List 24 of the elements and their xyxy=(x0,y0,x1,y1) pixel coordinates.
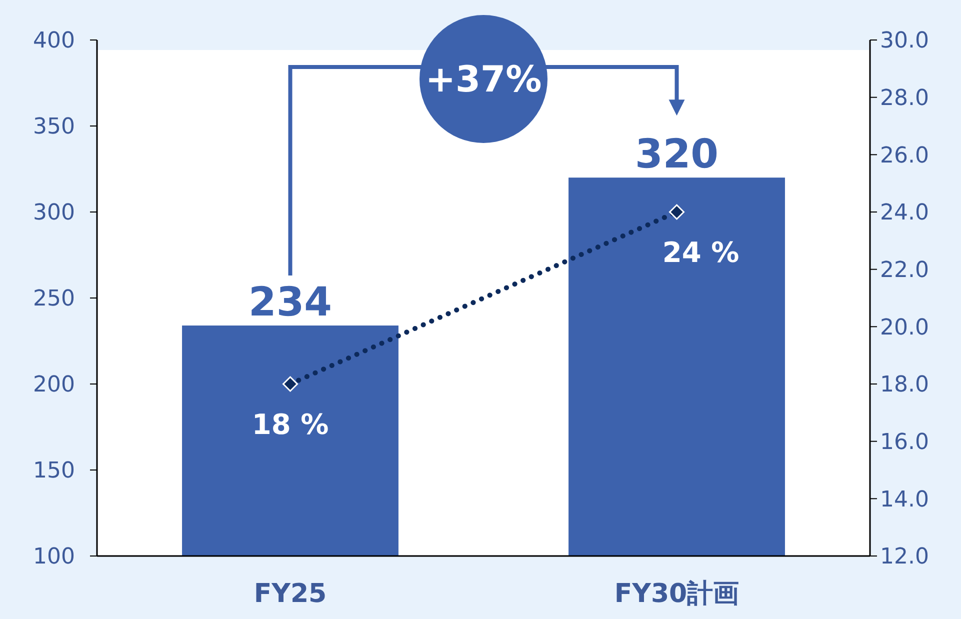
y2-tick-label: 22.0 xyxy=(880,258,929,284)
y2-tick-label: 14.0 xyxy=(880,487,929,512)
y-tick-label: 300 xyxy=(33,200,75,226)
data-label: 320 xyxy=(635,132,718,178)
y-tick-label: 150 xyxy=(33,458,75,484)
x-tick-label: FY25 xyxy=(254,579,327,609)
annotation: +37% xyxy=(425,60,542,101)
y-tick-label: 250 xyxy=(33,286,75,312)
y-tick-label: 400 xyxy=(33,28,75,54)
y2-tick-label: 18.0 xyxy=(880,372,929,398)
y2-tick-label: 24.0 xyxy=(880,200,929,226)
y2-tick-label: 26.0 xyxy=(880,143,929,168)
y2-tick-label: 16.0 xyxy=(880,430,929,456)
y2-tick-label: 12.0 xyxy=(880,544,929,570)
y-tick-label: 200 xyxy=(33,372,75,398)
y2-tick-label: 28.0 xyxy=(880,86,929,112)
data-label: 24 % xyxy=(662,236,740,269)
x-tick-label: FY30計画 xyxy=(614,579,740,609)
y-tick-label: 100 xyxy=(33,544,75,570)
y2-tick-label: 20.0 xyxy=(880,315,929,340)
y-tick-label: 350 xyxy=(33,114,75,140)
data-label: 18 % xyxy=(252,408,329,441)
y2-tick-label: 30.0 xyxy=(880,28,929,54)
data-label: 234 xyxy=(248,280,332,326)
